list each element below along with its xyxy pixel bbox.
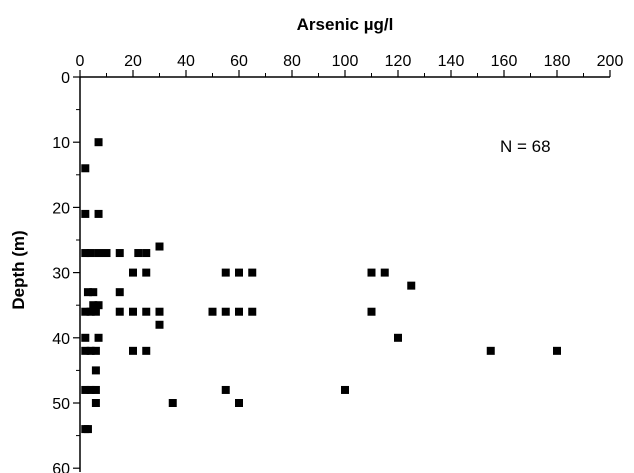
data-point: [94, 209, 103, 218]
data-point: [142, 307, 151, 316]
data-point: [86, 346, 95, 355]
data-point: [155, 242, 164, 251]
data-point: [221, 268, 230, 277]
data-point: [394, 333, 402, 342]
data-point: [248, 307, 257, 316]
data-point: [91, 307, 100, 316]
y-tick-label: 20: [52, 200, 70, 217]
x-tick-label: 120: [385, 53, 412, 70]
data-point: [155, 307, 164, 316]
y-tick-label: 50: [52, 396, 70, 413]
data-point: [341, 385, 349, 394]
data-point: [81, 307, 90, 316]
data-point: [129, 268, 137, 277]
data-point: [221, 385, 230, 394]
x-tick-label: 20: [124, 53, 142, 70]
sample-count-annotation: N = 68: [500, 137, 551, 156]
x-tick-label: 0: [76, 53, 85, 70]
data-point: [94, 301, 103, 310]
data-point: [129, 307, 137, 316]
data-point: [115, 307, 124, 316]
data-point: [83, 425, 92, 434]
x-axis-title: Arsenic µg/l: [297, 15, 394, 34]
data-point: [367, 307, 376, 316]
y-tick-label: 10: [52, 135, 70, 152]
data-point: [235, 399, 243, 407]
data-point: [94, 333, 103, 342]
x-axis-ticks: 0 20 40 60 80 100 120 140 160 180 200: [76, 53, 624, 77]
data-point: [86, 249, 95, 258]
data-point: [91, 399, 100, 407]
data-point: [142, 249, 151, 258]
data-point: [553, 346, 561, 355]
data-point: [81, 346, 90, 355]
x-tick-label: 200: [597, 53, 624, 70]
data-point: [367, 268, 376, 277]
data-point: [168, 399, 177, 407]
data-point: [91, 385, 100, 394]
x-tick-label: 40: [177, 53, 195, 70]
data-point: [86, 307, 95, 316]
x-tick-label: 100: [332, 53, 359, 70]
data-point: [94, 138, 103, 147]
x-tick-label: 180: [544, 53, 571, 70]
data-point: [235, 268, 243, 277]
data-point: [208, 307, 217, 316]
data-point: [89, 301, 98, 310]
data-point: [81, 385, 90, 394]
data-point: [129, 346, 137, 355]
data-point: [83, 288, 92, 297]
data-point: [142, 268, 151, 277]
data-point: [81, 249, 90, 258]
data-point: [134, 249, 143, 258]
data-point: [81, 209, 90, 218]
data-point: [115, 288, 124, 297]
data-point: [86, 385, 95, 394]
data-point: [91, 366, 100, 375]
data-point: [221, 307, 230, 316]
x-tick-label: 60: [230, 53, 248, 70]
data-point: [81, 333, 90, 342]
data-point: [94, 249, 103, 258]
y-tick-label: 30: [52, 266, 70, 283]
data-point: [380, 268, 389, 277]
y-axis-ticks: 0 10 20 30 40 50 60: [52, 70, 80, 473]
data-point: [235, 307, 243, 316]
data-point: [115, 249, 124, 258]
data-point: [407, 281, 416, 290]
data-point: [155, 320, 164, 329]
x-tick-label: 80: [283, 53, 301, 70]
data-point: [248, 268, 257, 277]
data-point: [81, 164, 90, 173]
data-point: [486, 346, 495, 355]
x-tick-label: 140: [438, 53, 465, 70]
x-tick-label: 160: [491, 53, 518, 70]
data-point: [142, 346, 151, 355]
y-tick-label: 60: [52, 461, 70, 473]
data-point: [102, 249, 111, 258]
data-point: [91, 346, 100, 355]
y-tick-label: 40: [52, 331, 70, 348]
y-axis-title: Depth (m): [9, 230, 28, 309]
y-tick-label: 0: [61, 70, 70, 87]
data-point: [89, 288, 98, 297]
data-points: [81, 138, 561, 434]
